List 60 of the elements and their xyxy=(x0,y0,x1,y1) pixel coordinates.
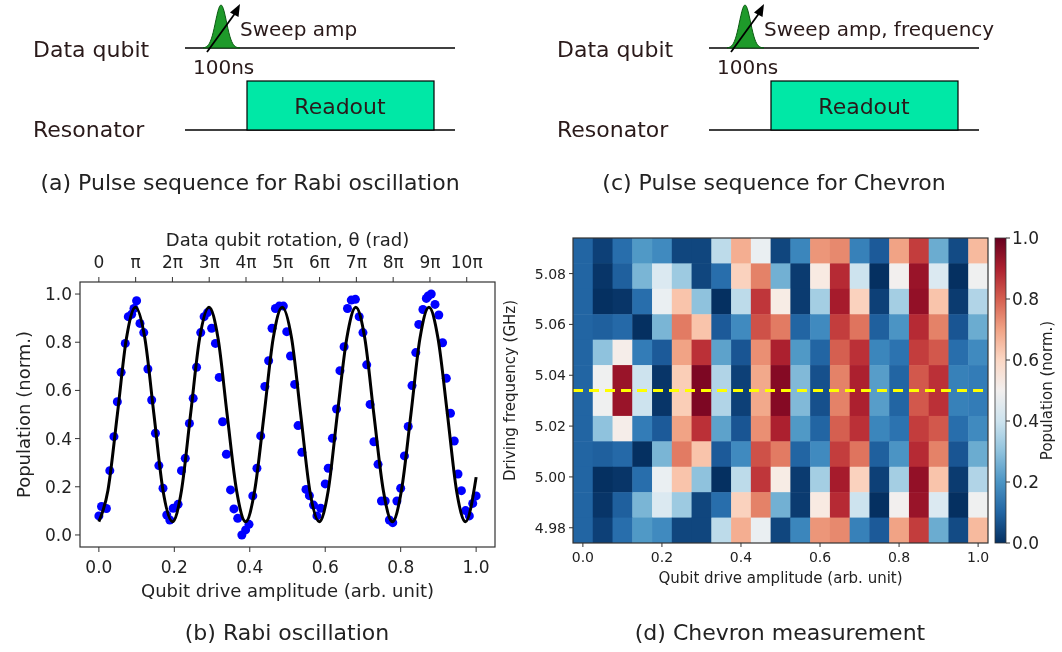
x-tick-label: 0.0 xyxy=(571,549,595,565)
x2-tick-label: 7π xyxy=(345,252,367,272)
y-axis-title: Population (norm.) xyxy=(13,330,34,499)
x2-axis-title: Data qubit rotation, θ (rad) xyxy=(165,229,410,250)
text: (c) Pulse sequence for Chevron xyxy=(602,170,946,195)
x-axis-title: Qubit drive amplitude (arb. unit) xyxy=(658,569,903,587)
y-axis-title: Driving frequency (GHz) xyxy=(501,299,519,482)
x-tick-label: 0.2 xyxy=(650,549,674,565)
y-tick-label: 4.98 xyxy=(534,519,566,536)
text: Sweep amp, frequency xyxy=(764,17,995,41)
text: 100ns xyxy=(193,55,255,79)
y-tick-label: 5.04 xyxy=(534,367,567,384)
x-tick-label: 0.6 xyxy=(808,549,832,565)
text: Readout xyxy=(294,94,387,119)
y-tick-label: 5.02 xyxy=(534,418,566,435)
x-tick-label: 1.0 xyxy=(966,549,990,565)
y-tick-label: 5.06 xyxy=(534,316,567,333)
color-bar-label: 0.4 xyxy=(1012,411,1040,431)
text: Sweep amp xyxy=(240,17,358,41)
x-tick-label: 1.0 xyxy=(462,557,490,577)
text: (b) Rabi oscillation xyxy=(184,620,390,645)
x2-tick-label: 10π xyxy=(450,252,483,272)
x-tick-label: 0.8 xyxy=(887,549,911,565)
x2-tick-label: 6π xyxy=(309,252,331,272)
y-tick-label: 0.8 xyxy=(44,332,72,353)
text: Resonator xyxy=(33,117,146,142)
y-tick-label: 1.0 xyxy=(44,284,72,305)
x2-tick-label: 3π xyxy=(198,252,220,272)
x-axis-title: Qubit drive amplitude (arb. unit) xyxy=(141,580,434,601)
text: (d) Chevron measurement xyxy=(634,620,926,645)
x-tick-label: 0.2 xyxy=(160,557,188,577)
text: Data qubit xyxy=(33,37,150,62)
x2-tick-label: π xyxy=(130,252,141,272)
y-tick-label: 0.0 xyxy=(44,524,72,545)
color-bar-label: 0.2 xyxy=(1012,472,1040,492)
x-tick-label: 0.4 xyxy=(729,549,753,565)
color-bar-label: 1.0 xyxy=(1012,228,1040,248)
x2-tick-label: 2π xyxy=(161,252,183,272)
text: Readout xyxy=(818,94,911,119)
x2-tick-label: 8π xyxy=(382,252,404,272)
x2-tick-label: 9π xyxy=(419,252,441,272)
text: Data qubit xyxy=(557,37,674,62)
y-tick-label: 0.4 xyxy=(44,428,72,449)
color-bar-label: 0.8 xyxy=(1012,289,1040,309)
y-tick-label: 0.6 xyxy=(44,380,72,401)
text: (a) Pulse sequence for Rabi oscillation xyxy=(40,170,460,195)
x-tick-label: 0.0 xyxy=(85,557,113,577)
color-bar-label: 0.6 xyxy=(1012,350,1040,370)
x-tick-label: 0.6 xyxy=(311,557,339,577)
text: 100ns xyxy=(717,55,779,79)
x2-tick-label: 0 xyxy=(93,252,105,272)
y-tick-label: 0.2 xyxy=(44,476,72,497)
y-tick-label: 5.00 xyxy=(534,468,566,485)
x-tick-label: 0.4 xyxy=(236,557,264,577)
x2-tick-label: 5π xyxy=(272,252,294,272)
x-tick-label: 0.8 xyxy=(387,557,415,577)
x2-tick-label: 4π xyxy=(235,252,257,272)
text: Resonator xyxy=(557,117,670,142)
y-tick-label: 5.08 xyxy=(534,265,566,282)
color-bar-title: Population (norm.) xyxy=(1038,320,1056,461)
